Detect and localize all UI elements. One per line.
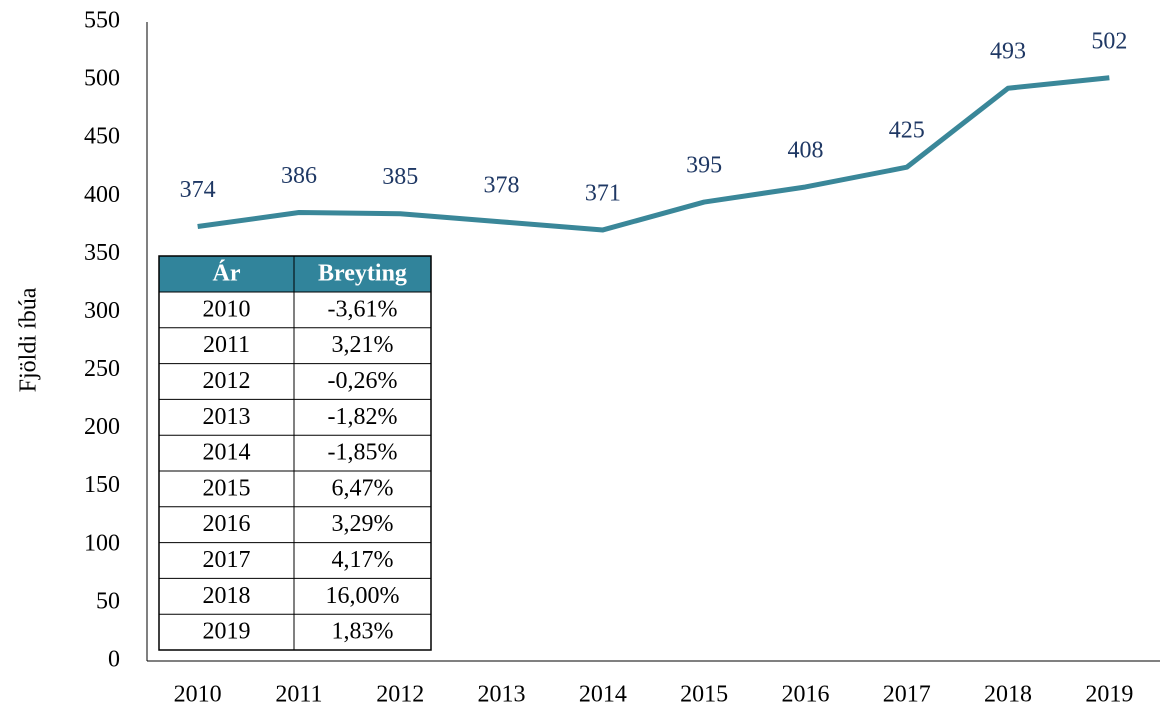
- table-cell: 2018: [203, 583, 251, 609]
- y-tick-label: 550: [84, 8, 120, 34]
- data-label: 425: [889, 118, 925, 144]
- table-cell: -0,26%: [328, 368, 398, 394]
- table-cell: 2014: [203, 440, 251, 466]
- data-label: 502: [1091, 28, 1127, 54]
- y-tick-label: 200: [84, 414, 120, 440]
- data-label: 395: [686, 153, 722, 179]
- table-header: Breyting: [318, 261, 407, 287]
- x-tick-label: 2016: [781, 682, 829, 708]
- table-cell: 2016: [203, 511, 251, 537]
- x-tick-label: 2010: [174, 682, 222, 708]
- y-tick-label: 250: [84, 356, 120, 382]
- x-tick-label: 2014: [579, 682, 627, 708]
- y-axis-label: Fjöldi íbúa: [16, 287, 42, 392]
- table-header: Ár: [213, 261, 241, 287]
- y-tick-label: 50: [96, 588, 120, 614]
- table-cell: 2013: [203, 404, 251, 430]
- table-cell: 1,83%: [332, 619, 394, 645]
- y-tick-label: 450: [84, 124, 120, 150]
- data-label: 385: [382, 164, 418, 190]
- table-cell: 2011: [203, 332, 250, 358]
- data-label: 493: [990, 39, 1026, 65]
- data-label: 408: [787, 137, 823, 163]
- table-cell: 3,21%: [332, 332, 394, 358]
- x-tick-label: 2015: [680, 682, 728, 708]
- y-tick-label: 300: [84, 298, 120, 324]
- y-tick-label: 400: [84, 182, 120, 208]
- table-cell: 2010: [203, 296, 251, 322]
- y-tick-label: 0: [108, 647, 120, 673]
- y-tick-label: 150: [84, 472, 120, 498]
- x-tick-label: 2012: [376, 682, 424, 708]
- data-label: 374: [180, 177, 216, 203]
- y-tick-label: 350: [84, 240, 120, 266]
- table-cell: 6,47%: [332, 475, 394, 501]
- data-label: 386: [281, 163, 317, 189]
- line: [197, 75, 1110, 233]
- x-tick-label: 2017: [883, 682, 931, 708]
- x-tick-label: 2019: [1085, 682, 1133, 708]
- x-tick-label: 2011: [275, 682, 322, 708]
- table-cell: -3,61%: [328, 296, 398, 322]
- table-cell: 16,00%: [326, 583, 400, 609]
- table-cell: 2019: [203, 619, 251, 645]
- table-header-bg: [159, 256, 431, 292]
- x-tick-label: 2013: [478, 682, 526, 708]
- data-label: 371: [585, 180, 621, 206]
- table-cell: -1,82%: [328, 404, 398, 430]
- table-border: [158, 255, 432, 651]
- table-cell: 2012: [203, 368, 251, 394]
- table-cell: 2017: [203, 547, 251, 573]
- y-tick-label: 500: [84, 66, 120, 92]
- table-cell: 3,29%: [332, 511, 394, 537]
- x-tick-label: 2018: [984, 682, 1032, 708]
- table-cell: 4,17%: [332, 547, 394, 573]
- y-tick-label: 100: [84, 530, 120, 556]
- data-label: 378: [484, 172, 520, 198]
- table-cell: -1,85%: [328, 440, 398, 466]
- table-cell: 2015: [203, 475, 251, 501]
